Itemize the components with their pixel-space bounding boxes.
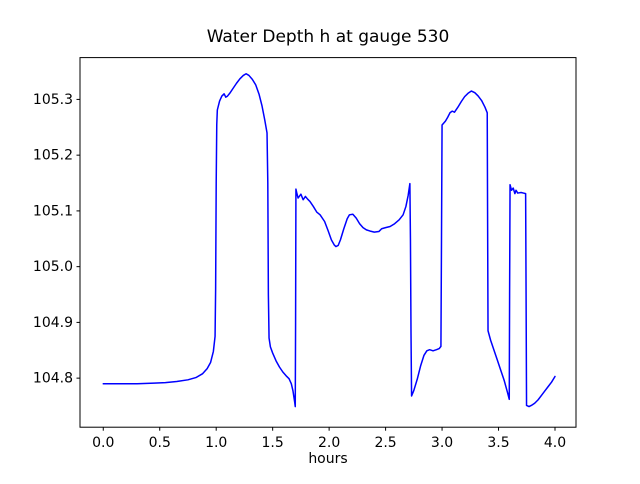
x-tick-label: 2.5 xyxy=(374,435,396,451)
x-tick-label: 1.0 xyxy=(205,435,227,451)
x-axis-ticks: 0.0 0.5 1.0 1.5 2.0 2.5 3.0 3.5 4.0 xyxy=(92,427,566,451)
plot-frame xyxy=(79,57,577,428)
y-tick-label: 105.0 xyxy=(33,259,73,275)
y-tick-label: 104.8 xyxy=(33,371,73,387)
y-axis-ticks: 104.8 104.9 105.0 105.1 105.2 105.3 xyxy=(33,92,80,387)
y-tick-label: 104.9 xyxy=(33,315,73,331)
y-tick-label: 105.2 xyxy=(33,148,73,164)
x-tick-label: 4.0 xyxy=(544,435,566,451)
depth-line xyxy=(102,73,556,408)
x-tick-label: 2.0 xyxy=(318,435,340,451)
x-tick-label: 0.0 xyxy=(92,435,114,451)
chart-title: Water Depth h at gauge 530 xyxy=(207,27,450,47)
x-tick-label: 0.5 xyxy=(149,435,171,451)
x-axis-label: hours xyxy=(308,451,347,467)
x-tick-label: 3.0 xyxy=(431,435,453,451)
y-tick-label: 105.3 xyxy=(33,92,73,108)
x-tick-label: 3.5 xyxy=(487,435,509,451)
y-tick-label: 105.1 xyxy=(33,203,73,219)
x-tick-label: 1.5 xyxy=(262,435,284,451)
